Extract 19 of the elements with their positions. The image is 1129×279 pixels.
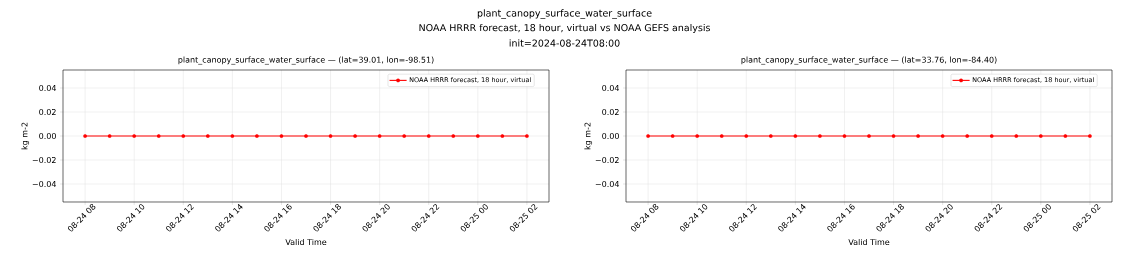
x-axis-title: Valid Time: [285, 238, 327, 246]
chart-title: plant_canopy_surface_water_surface — (lat=39.01, lon=-98.51): [178, 56, 434, 65]
y-tick-label: −0.02: [595, 156, 619, 164]
y-tick-label: 0.02: [602, 108, 619, 116]
y-axis-title: kg m-2: [21, 122, 30, 150]
y-tick-label: 0.02: [39, 108, 56, 116]
y-tick-label: 0.00: [602, 132, 619, 140]
y-tick-label: 0.00: [39, 132, 56, 140]
text: NOAA HRRR forecast, 18 hour, virtual vs NOAA GEFS analysis: [419, 23, 710, 34]
chart-title: plant_canopy_surface_water_surface — (lat=33.76, lon=-84.40): [741, 56, 997, 65]
text: plant_canopy_surface_water_surface: [477, 9, 652, 19]
y-axis-title: kg m-2: [584, 122, 593, 150]
x-axis-title: Valid Time: [848, 238, 890, 246]
text: init=2024-08-24T08:00: [509, 39, 620, 47]
y-tick-label: −0.04: [32, 180, 57, 188]
y-tick-label: −0.04: [595, 180, 620, 188]
y-tick-label: 0.04: [39, 84, 57, 92]
y-tick-label: 0.04: [602, 84, 620, 92]
y-tick-label: −0.02: [32, 156, 56, 164]
